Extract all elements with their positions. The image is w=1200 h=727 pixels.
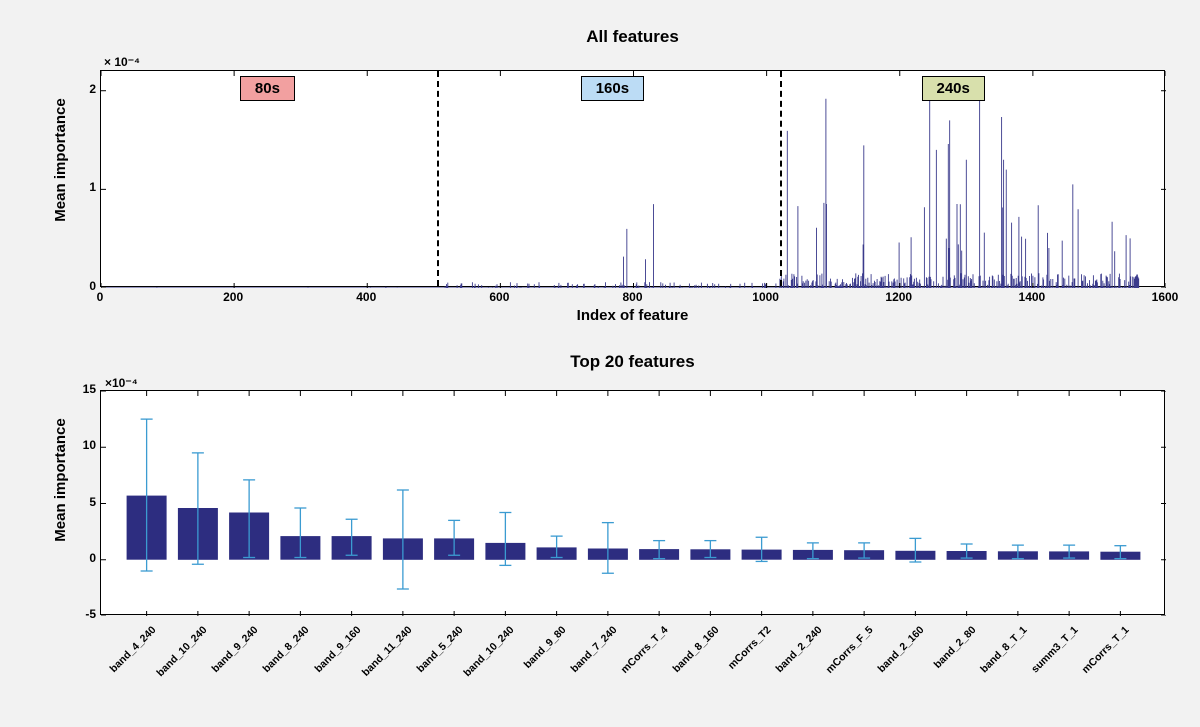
top-title: All features — [100, 27, 1165, 47]
top-xtick: 600 — [484, 290, 514, 304]
top-xtick: 1000 — [751, 290, 781, 304]
bottom-ylabel: Mean importance — [52, 380, 69, 580]
legend-240s: 240s — [922, 76, 985, 101]
bottom-ytick: 10 — [72, 438, 96, 452]
divider-2 — [780, 71, 782, 286]
top-xtick: 800 — [618, 290, 648, 304]
bottom-ytick: 5 — [72, 495, 96, 509]
divider-1 — [437, 71, 439, 286]
top-xtick: 1600 — [1150, 290, 1180, 304]
legend-160s: 160s — [581, 76, 644, 101]
bottom-chart-area — [100, 390, 1165, 615]
top-xtick: 400 — [351, 290, 381, 304]
top-ytick: 1 — [80, 180, 96, 194]
bottom-ytick: 0 — [72, 551, 96, 565]
top-ylabel: Mean importance — [52, 60, 69, 260]
top-xtick: 1400 — [1017, 290, 1047, 304]
bottom-ytick: 15 — [72, 382, 96, 396]
top-exp: × 10⁻⁴ — [104, 55, 140, 69]
top-xtick: 200 — [218, 290, 248, 304]
top-xtick: 1200 — [884, 290, 914, 304]
bottom-title: Top 20 features — [100, 352, 1165, 372]
legend-80s: 80s — [240, 76, 295, 101]
bottom-exp: ×10⁻⁴ — [105, 376, 138, 390]
top-xlabel: Index of feature — [100, 307, 1165, 324]
top-ytick: 0 — [80, 279, 96, 293]
top-ytick: 2 — [80, 82, 96, 96]
bottom-ytick: -5 — [72, 607, 96, 621]
top-chart-area: 80s 160s 240s — [100, 70, 1165, 287]
